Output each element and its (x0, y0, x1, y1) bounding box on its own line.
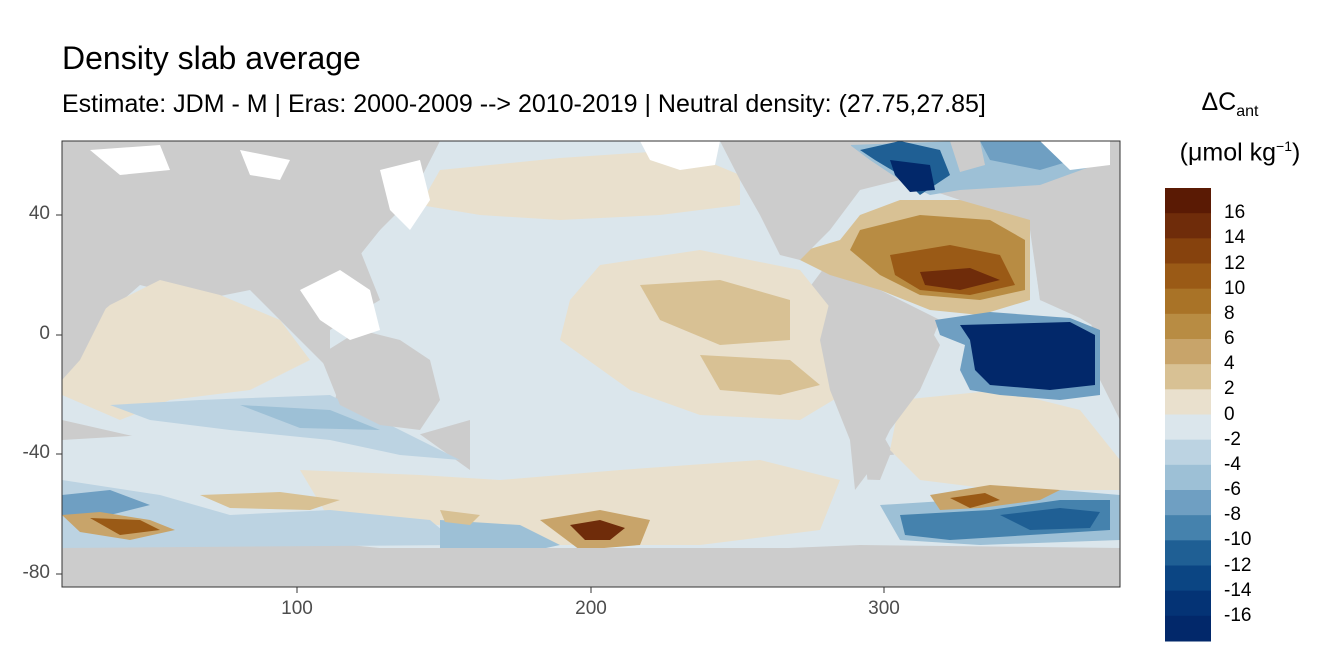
y-ticks (56, 214, 62, 575)
colorbar-swatch (1165, 213, 1211, 239)
colorbar-label: 16 (1224, 202, 1246, 224)
y-tick-label: 0 (39, 323, 50, 344)
north-pacific-positive (420, 150, 740, 220)
south-pacific-positive (300, 460, 840, 545)
colorbar-swatch (1165, 414, 1211, 441)
no-data-patch (380, 160, 430, 230)
colorbar-swatch (1165, 263, 1211, 290)
land-africa (62, 141, 110, 380)
east-pacific-inner (640, 280, 790, 345)
tropical-atlantic-negative-core (960, 322, 1095, 390)
land-australia (320, 330, 440, 430)
land-south-america (820, 300, 940, 490)
southern-negative-west-core (62, 490, 150, 520)
colorbar-label: -2 (1224, 428, 1241, 450)
colorbar-swatch (1165, 439, 1211, 466)
chart-title: Density slab average (62, 40, 361, 76)
x-tick-label: 300 (868, 598, 900, 619)
colorbar-label: 4 (1224, 353, 1235, 375)
southern-positive-west-core (90, 518, 160, 535)
colorbar-swatch (1165, 389, 1211, 415)
south-atlantic-positive (890, 390, 1120, 490)
no-data-patch (90, 145, 170, 175)
colorbar-swatch (1165, 364, 1211, 390)
x-tick-label: 100 (281, 598, 313, 619)
colorbar-swatch (1165, 615, 1211, 642)
southern-negative-east-deep (1000, 508, 1100, 530)
colorbar-label: 10 (1224, 277, 1246, 299)
x-ticks (296, 587, 885, 593)
land-north-america (720, 141, 860, 260)
colorbar-swatch (1165, 339, 1211, 365)
no-data-patch (240, 150, 290, 180)
legend-title-main: ΔC (1201, 88, 1237, 116)
southern-positive-west2 (200, 492, 340, 510)
land-asia (110, 141, 440, 300)
colorbar-swatch (1165, 590, 1211, 617)
colorbar-swatch (1165, 238, 1211, 264)
colorbar-swatch (1165, 490, 1211, 516)
colorbar-label: 12 (1224, 252, 1246, 274)
indian-negative-core (240, 405, 380, 430)
colorbar-label: -4 (1224, 453, 1241, 475)
colorbar-label: -14 (1224, 579, 1252, 601)
southern-positive-center-left (440, 510, 480, 525)
southern-positive-center-core (570, 520, 625, 540)
colorbar-swatch (1165, 288, 1211, 315)
colorbar-swatch (1165, 565, 1211, 592)
y-tick-label: 40 (28, 203, 50, 224)
north-atlantic-negative-deep (890, 160, 935, 192)
no-data-patch (300, 270, 380, 340)
no-data-patch (1040, 141, 1110, 170)
east-pacific-core (700, 355, 820, 395)
colorbar-label: -16 (1224, 604, 1252, 626)
colorbar-label: 2 (1224, 378, 1235, 400)
colorbar-swatch (1165, 464, 1211, 491)
no-data-patch (640, 141, 720, 170)
colorbar-swatch (1165, 188, 1211, 214)
legend-title-sub: ant (1236, 103, 1259, 120)
colorbar-label: -6 (1224, 479, 1241, 500)
indian-ocean-positive (62, 280, 310, 420)
colorbar-label: 14 (1224, 227, 1246, 249)
colorbar-swatch (1165, 515, 1211, 541)
land-greenland (950, 141, 985, 172)
y-tick-label: -80 (22, 562, 50, 583)
y-tick-label: -40 (22, 442, 50, 463)
x-tick-label: 200 (575, 598, 607, 619)
colorbar (1165, 188, 1211, 642)
chart-subtitle: Estimate: JDM - M | Eras: 2000-2009 --> … (62, 90, 986, 118)
southern-positive-east-core (950, 493, 1000, 508)
colorbar-label: 6 (1224, 328, 1235, 349)
north-atlantic-positive-core (920, 268, 1000, 290)
colorbar-label: 0 (1224, 403, 1235, 425)
colorbar-swatch (1165, 540, 1211, 566)
colorbar-label: 8 (1224, 302, 1235, 324)
legend-unit: (μmol kg−1) (1179, 138, 1301, 167)
colorbar-swatch (1165, 313, 1211, 340)
land-antarctica (62, 548, 1120, 587)
colorbar-label: -12 (1224, 554, 1252, 576)
legend-title: ΔCant (1170, 88, 1290, 121)
colorbar-label: -10 (1224, 529, 1252, 551)
indian-negative-band (110, 395, 460, 460)
land-europe-africa (1030, 210, 1120, 330)
colorbar-label: -8 (1224, 504, 1241, 526)
